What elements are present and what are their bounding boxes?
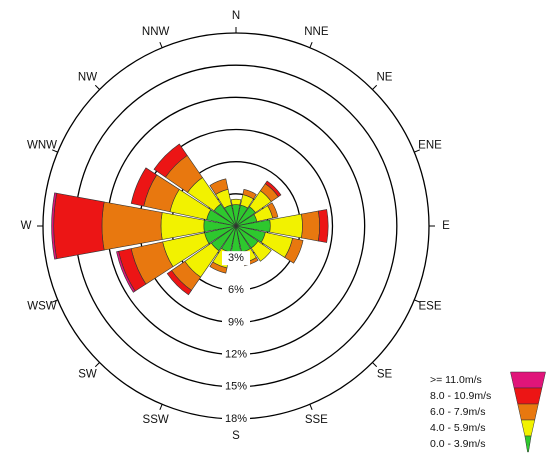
direction-label: SW <box>78 369 97 381</box>
wind-wedge <box>209 178 229 195</box>
legend-label: 8.0 - 10.9m/s <box>430 390 491 402</box>
wind-wedge <box>166 270 192 296</box>
ring-label-bg <box>222 251 250 266</box>
ring-label-bg <box>222 283 250 298</box>
direction-tick <box>372 84 378 90</box>
direction-tick <box>372 362 378 368</box>
legend-label: 6.0 - 7.9m/s <box>430 406 485 418</box>
bars <box>51 143 329 296</box>
wind-wedge <box>264 180 282 198</box>
ring-label: 12% <box>225 349 247 361</box>
wind-wedge <box>284 237 304 264</box>
direction-label: ESE <box>419 300 442 312</box>
wind-wedge <box>301 210 320 242</box>
direction-label: S <box>232 430 240 442</box>
direction-label: W <box>21 220 32 232</box>
direction-label: ENE <box>418 140 442 152</box>
ring-label: 6% <box>228 284 244 296</box>
wind-wedge <box>250 240 272 262</box>
wind-wedge <box>230 198 242 206</box>
direction-tick <box>414 299 421 303</box>
direction-tick <box>51 299 58 303</box>
ring-label-bg <box>222 315 250 330</box>
wind-wedge <box>116 250 136 293</box>
legend-label: 0.0 - 3.9m/s <box>430 438 485 450</box>
direction-label: SSW <box>143 414 169 426</box>
direction-label: NNW <box>142 26 170 38</box>
direction-label: NNE <box>304 26 329 38</box>
legend-swatch <box>517 403 539 421</box>
wind-wedge <box>317 209 329 243</box>
ring-label-bg <box>222 379 250 394</box>
wind-wedge <box>130 167 158 207</box>
direction-label: SE <box>377 369 393 381</box>
direction-label: NE <box>377 72 393 84</box>
legend-swatch <box>524 435 532 453</box>
direction-tick <box>159 41 163 48</box>
direction-label: SSE <box>305 414 328 426</box>
wind-wedge <box>153 143 188 178</box>
legend-swatch <box>513 387 543 405</box>
wind-wedge <box>51 192 58 260</box>
direction-tick <box>94 362 100 368</box>
direction-label: N <box>232 10 240 22</box>
wind-wedge <box>53 192 105 260</box>
wind-wedge <box>267 202 279 219</box>
wind-wedge <box>242 188 257 200</box>
wind-wedge <box>209 261 228 274</box>
direction-label: WSW <box>27 300 57 312</box>
direction-label: E <box>442 220 450 232</box>
direction-label: NW <box>78 72 97 84</box>
ring-label-bg <box>222 347 250 362</box>
legend-label: >= 11.0m/s <box>430 374 482 386</box>
direction-label: WNW <box>27 140 57 152</box>
direction-tick <box>414 149 421 153</box>
ring-label-bg <box>222 412 250 426</box>
ring-label: 18% <box>225 413 247 425</box>
direction-tick <box>309 41 313 48</box>
ring-label: 15% <box>225 381 247 393</box>
ring-label: 3% <box>228 252 244 264</box>
direction-tick <box>51 149 58 153</box>
direction-tick <box>309 404 313 411</box>
wind-wedge <box>101 201 163 251</box>
legend-swatch <box>520 419 536 437</box>
legend-swatch <box>510 371 546 389</box>
labels: N NNE NE ENE E ESE SE SSE S SSW SW WSW W WNW NW NNW 3% 6%… <box>21 10 546 453</box>
direction-tick <box>94 84 100 90</box>
ring-label: 9% <box>228 316 244 328</box>
direction-tick <box>159 404 163 411</box>
legend-label: 4.0 - 5.9m/s <box>430 422 485 434</box>
